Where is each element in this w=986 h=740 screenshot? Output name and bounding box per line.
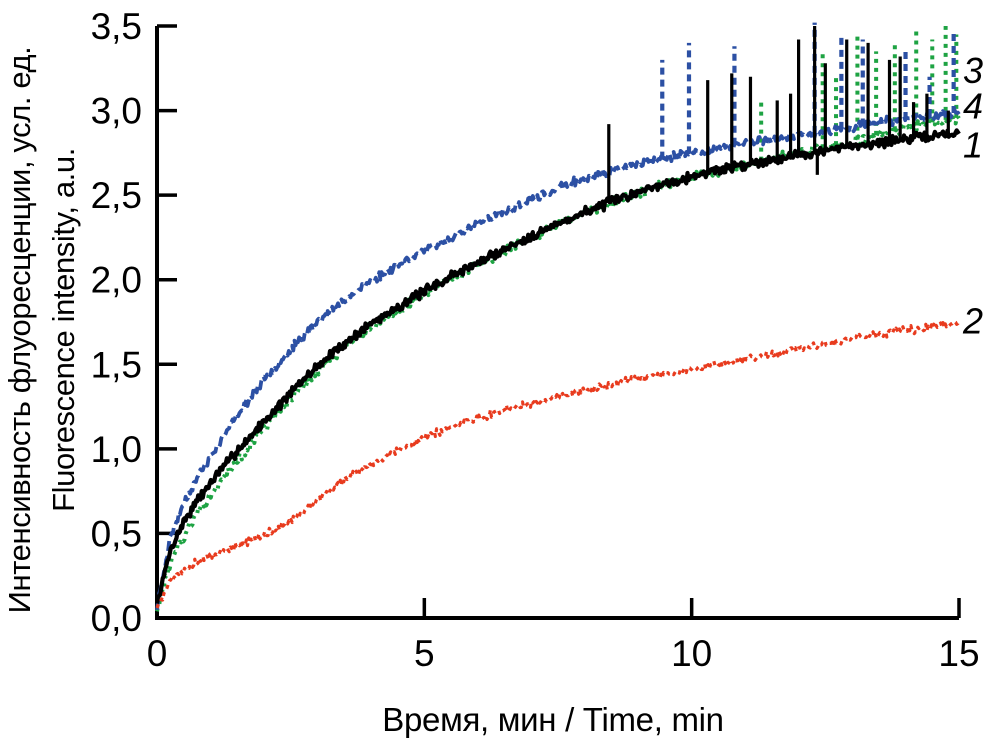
y-tick-label: 2,5 — [91, 175, 142, 216]
y-tick-label: 0,5 — [91, 513, 142, 554]
x-tick-label: 0 — [147, 633, 168, 674]
y-axis-title-en: Fluorescence intensity, a.u. — [46, 148, 81, 512]
curve-2 — [155, 319, 961, 609]
y-tick-label: 3,0 — [91, 91, 142, 132]
x-tick-label: 10 — [671, 633, 712, 674]
curve-label-3: 3 — [963, 50, 983, 91]
curves-group — [154, 22, 961, 612]
y-axis-title-ru: Интенсивность флуоресценции, усл. ед. — [2, 47, 37, 614]
y-ticks-group: 0,0 0,5 1,0 1,5 2,0 2,5 3,0 3,5 — [91, 6, 177, 639]
y-tick-label: 3,5 — [91, 6, 142, 47]
x-tick-label: 5 — [414, 633, 435, 674]
curve-labels-group: 341 2 — [962, 50, 983, 341]
x-tick-label: 15 — [938, 633, 979, 674]
curve-label-1: 1 — [963, 124, 983, 165]
curve-4 — [155, 107, 961, 611]
x-axis-title: Время, мин / Time, min — [382, 701, 723, 738]
y-tick-label: 2,0 — [91, 260, 142, 301]
y-tick-label: 1,0 — [91, 429, 142, 470]
x-ticks-group: 0 5 10 15 — [147, 598, 980, 674]
y-tick-label: 1,5 — [91, 344, 142, 385]
y-tick-label: 0,0 — [91, 598, 142, 639]
curve-label-4: 4 — [963, 85, 983, 126]
curve-label-2: 2 — [962, 300, 983, 341]
